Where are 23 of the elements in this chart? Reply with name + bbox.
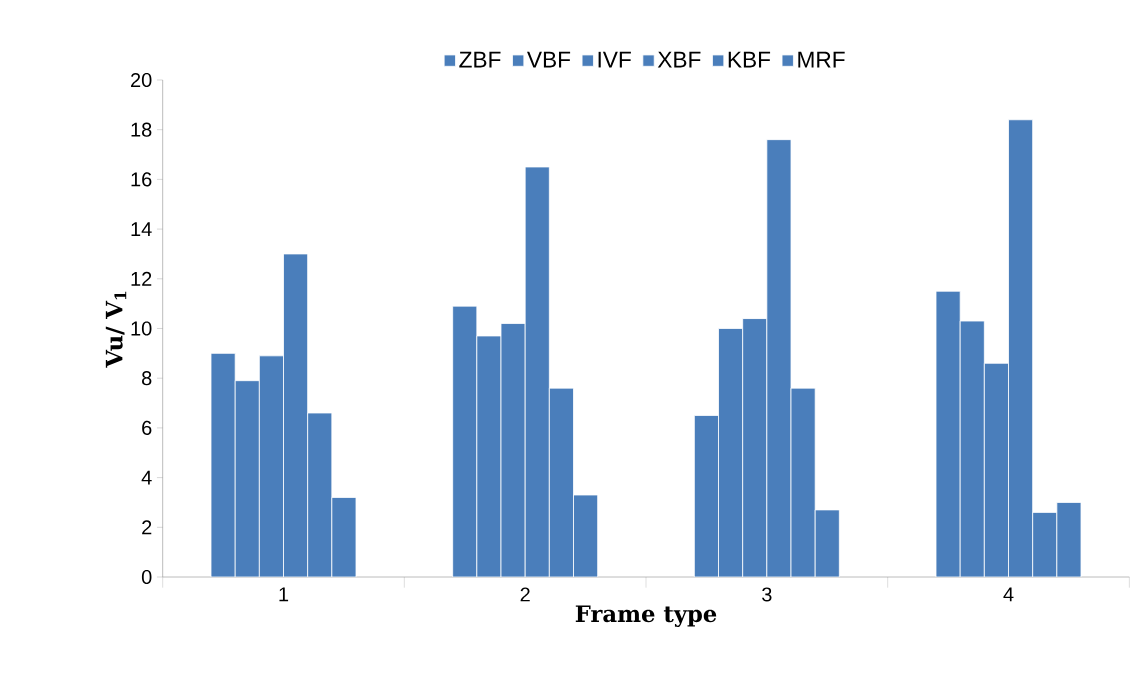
y-tick-label: 8: [142, 371, 152, 386]
x-tick-label: 1: [279, 587, 289, 602]
y-tick-label: 2: [142, 520, 152, 535]
x-axis-title: Frame type: [575, 605, 717, 627]
legend-label: IVF: [598, 51, 631, 68]
y-axis-title: Vu/ V$_{1}$: [105, 291, 127, 368]
y-tick-label: 4: [141, 470, 152, 485]
legend-label: ZBF: [459, 51, 501, 68]
y-tick-label: 16: [131, 172, 152, 187]
y-tick-label: 10: [131, 321, 152, 336]
y-tick-label: 6: [142, 420, 152, 435]
x-tick-label: 3: [762, 587, 772, 602]
legend-label: MRF: [798, 51, 845, 68]
legend-label: XBF: [657, 51, 701, 68]
y-tick-label: 20: [131, 72, 152, 88]
y-tick-label: 0: [141, 569, 152, 585]
x-tick-label: 4: [1003, 587, 1014, 602]
x-tick-label: 2: [520, 587, 530, 602]
y-tick-label: 12: [131, 271, 152, 286]
y-tick-label: 18: [131, 122, 152, 137]
y-tick-label: 14: [131, 222, 152, 236]
legend-label: VBF: [527, 51, 571, 68]
legend-label: KBF: [728, 51, 771, 68]
